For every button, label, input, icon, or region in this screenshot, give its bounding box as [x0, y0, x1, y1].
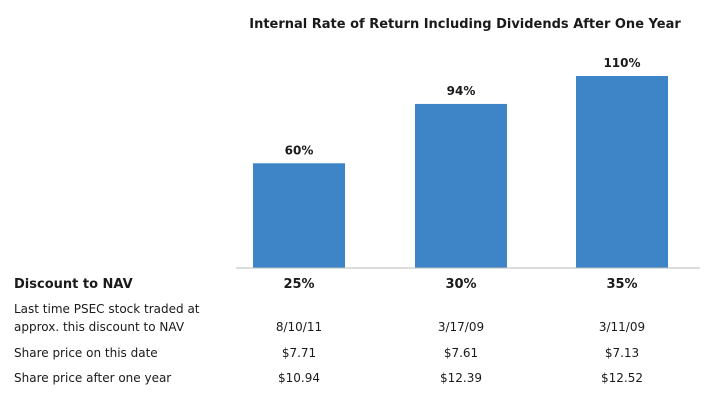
discount-25-cell: 25% [283, 277, 315, 292]
row-last-traded-cell: 8/10/11 [275, 320, 323, 334]
bar-value-label: 94% [447, 84, 476, 98]
row-price-after-cell: $10.94 [278, 371, 320, 385]
discount-30-cell: 30% [445, 277, 477, 292]
bar-value-label: 60% [285, 143, 314, 157]
discount-35-cell: 35% [606, 277, 638, 292]
bar-1 [253, 163, 345, 268]
row-share-price-cell: $7.13 [604, 346, 640, 360]
table-header-label: Discount to NAV [14, 277, 133, 292]
row-price-after-cell: $12.52 [601, 371, 643, 385]
bars-group: 60% 94% 110% [253, 56, 668, 268]
chart-title: Internal Rate of Return Including Divide… [249, 17, 681, 32]
row-share-price-label: Share price on this date [14, 346, 158, 360]
row-last-traded-label-2: approx. this discount to NAV [14, 320, 185, 334]
row-last-traded-cell: 3/17/09 [437, 320, 485, 334]
row-last-traded-cell: 3/11/09 [598, 320, 646, 334]
row-share-price-cell: $7.61 [443, 346, 479, 360]
row-share-price-cell: $7.71 [281, 346, 317, 360]
row-price-after-label: Share price after one year [14, 371, 172, 385]
row-price-after-cell: $12.39 [440, 371, 482, 385]
bar-3 [576, 76, 668, 268]
row-last-traded-label-1: Last time PSEC stock traded at [14, 302, 200, 316]
bar-value-label: 110% [603, 56, 640, 70]
bar-2 [415, 103, 507, 268]
